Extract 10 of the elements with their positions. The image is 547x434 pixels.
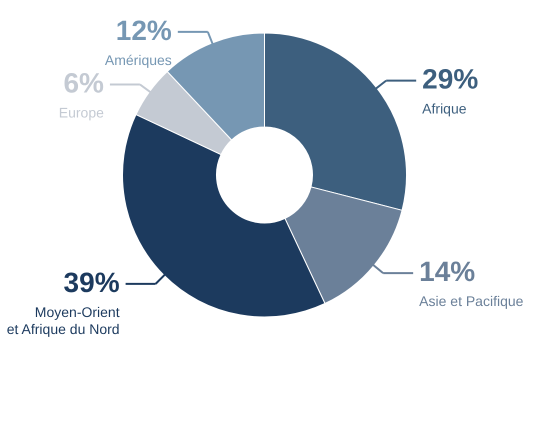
slice-label: Asie et Pacifique xyxy=(419,293,524,310)
slice-label: Moyen-Orient et Afrique du Nord xyxy=(6,304,120,337)
data-label: 29% xyxy=(422,64,478,95)
data-label: 12% xyxy=(116,14,172,46)
slice-label: Afrique xyxy=(422,100,467,117)
data-label: 6% xyxy=(63,67,104,98)
slice-label: Europe xyxy=(58,104,104,120)
data-label: 14% xyxy=(419,256,476,288)
data-label: 39% xyxy=(64,266,120,298)
slice-label: Amériques xyxy=(104,52,172,68)
